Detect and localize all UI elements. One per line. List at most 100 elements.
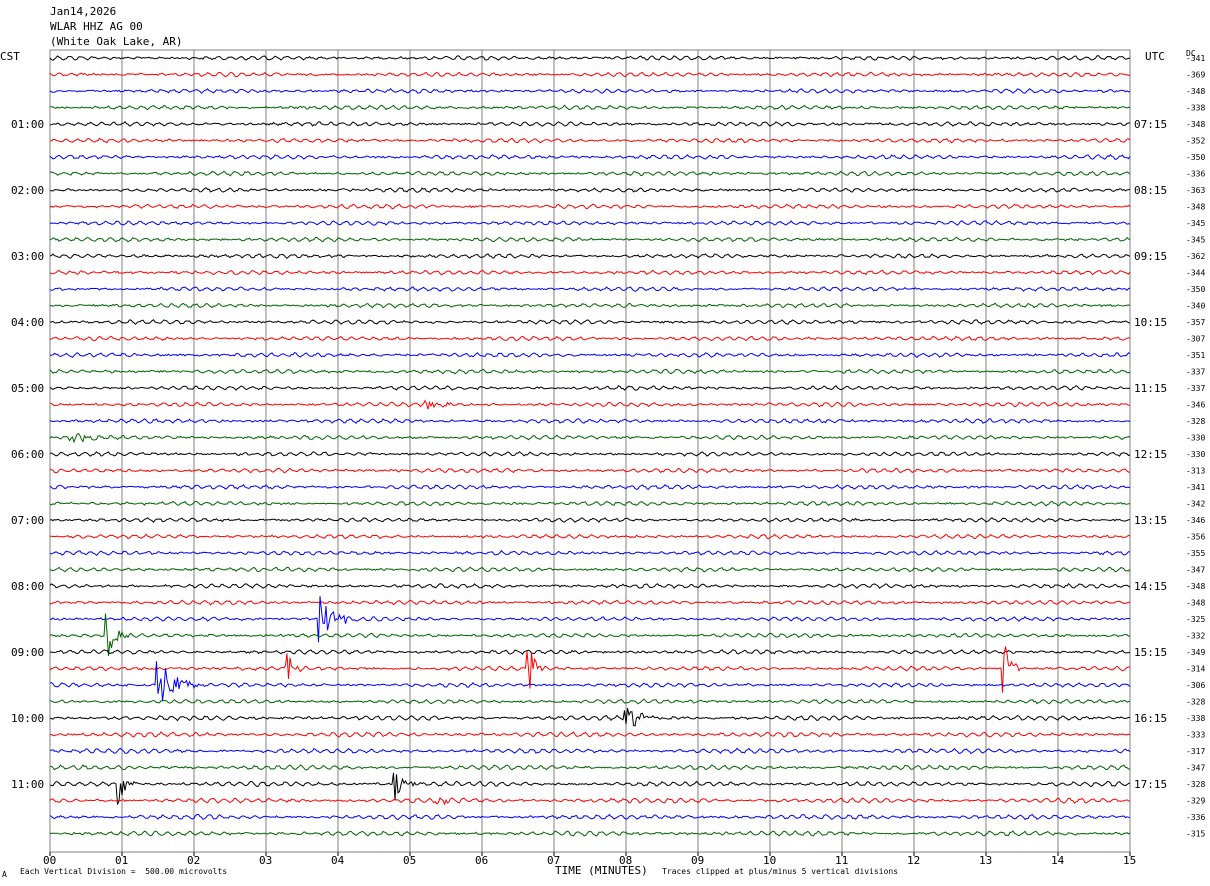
left-hour-label: 10:00 <box>11 712 44 725</box>
x-tick-label: 02 <box>187 854 200 867</box>
seismic-trace <box>49 517 1131 523</box>
seismic-trace <box>49 269 1131 276</box>
station-location: (White Oak Lake, AR) <box>50 35 183 48</box>
dc-offset-label: -344 <box>1186 269 1205 278</box>
seismic-trace <box>49 813 1131 821</box>
dc-offset-label: -333 <box>1186 731 1205 740</box>
dc-offset-label: -325 <box>1186 615 1205 624</box>
dc-offset-label: -346 <box>1186 401 1205 410</box>
left-hour-label: 09:00 <box>11 646 44 659</box>
seismic-trace <box>49 87 1131 94</box>
dc-offset-label: -346 <box>1186 516 1205 525</box>
seismic-trace <box>49 170 1131 177</box>
x-tick-label: 04 <box>331 854 345 867</box>
left-hour-label: 01:00 <box>11 118 44 131</box>
dc-offset-label: -328 <box>1186 698 1205 707</box>
seismic-trace <box>49 120 1131 127</box>
seismic-trace <box>49 187 1131 193</box>
right-hour-label: 16:15 <box>1134 712 1167 725</box>
dc-offset-label: -317 <box>1186 747 1205 756</box>
seismic-trace <box>49 399 1131 410</box>
seismic-trace <box>49 747 1131 755</box>
left-hour-label: 07:00 <box>11 514 44 527</box>
seismic-trace <box>49 467 1130 474</box>
dc-offset-label: -336 <box>1186 170 1205 179</box>
dc-offset-label: -350 <box>1186 285 1205 294</box>
dc-offset-label: -328 <box>1186 417 1205 426</box>
left-hour-label: 08:00 <box>11 580 44 593</box>
dc-offset-label: -357 <box>1186 318 1205 327</box>
right-hour-labels: 07:15 08:15 09:15 10:15 11:15 12:15 13:15 14:15… <box>1134 118 1167 791</box>
x-tick-label: 10 <box>763 854 776 867</box>
dc-offset-label: -348 <box>1186 120 1205 129</box>
plot-frame <box>49 49 1131 853</box>
dc-offset-label: -349 <box>1186 648 1205 657</box>
seismic-trace <box>49 661 1131 702</box>
x-tick-label: 06 <box>475 854 488 867</box>
dc-offset-label: -328 <box>1186 780 1205 789</box>
seismic-trace <box>49 253 1131 259</box>
grid-lines <box>49 49 1131 853</box>
seismic-trace <box>49 500 1130 507</box>
seismic-trace <box>49 137 1131 144</box>
dc-offset-label: -355 <box>1186 549 1205 558</box>
plot-date: Jan14,2026 <box>50 5 117 18</box>
right-hour-label: 11:15 <box>1134 382 1167 395</box>
dc-offset-label: -340 <box>1186 302 1205 311</box>
dc-offset-label: -362 <box>1186 252 1205 261</box>
x-axis-title: TIME (MINUTES) <box>555 864 648 877</box>
seismic-trace <box>49 55 1131 61</box>
dc-offset-label: -330 <box>1186 434 1205 443</box>
dc-offset-label: -307 <box>1186 335 1205 344</box>
left-hour-label: 06:00 <box>11 448 44 461</box>
dc-offset-label: -338 <box>1186 104 1205 113</box>
dc-offset-label: -330 <box>1186 450 1205 459</box>
seismic-trace <box>49 764 1131 771</box>
seismic-trace <box>49 649 1131 655</box>
dc-offset-label: -347 <box>1186 764 1205 773</box>
dc-offset-label: -337 <box>1186 384 1205 393</box>
seismic-trace <box>50 533 1131 540</box>
seismic-trace <box>49 698 1131 705</box>
seismic-trace <box>49 707 1131 727</box>
x-tick-label: 07 <box>547 854 560 867</box>
seismic-trace <box>49 352 1131 359</box>
seismic-trace <box>49 335 1131 342</box>
right-hour-label: 14:15 <box>1134 580 1167 593</box>
dc-offset-label: -350 <box>1186 153 1205 162</box>
left-hour-label: 05:00 <box>11 382 44 395</box>
left-hour-label: 11:00 <box>11 778 44 791</box>
seismic-trace <box>49 385 1131 391</box>
clip-note: Traces clipped at plus/minus 5 vertical … <box>662 867 899 876</box>
dc-offset-label: -313 <box>1186 467 1205 476</box>
corner-mark: A <box>2 870 7 879</box>
right-hour-label: 09:15 <box>1134 250 1167 263</box>
dc-offset-label: -336 <box>1186 813 1205 822</box>
seismic-trace <box>50 772 1131 805</box>
scale-note: Each Vertical Division = 500.00 microvol… <box>20 867 228 876</box>
left-hour-label: 03:00 <box>11 250 44 263</box>
seismic-trace <box>49 599 1131 606</box>
dc-offset-labels: -341 -369 -348 -338 -348 -352 -350 -336 -363 -348… <box>1186 54 1205 839</box>
x-tick-label: 13 <box>979 854 992 867</box>
left-hour-label: 04:00 <box>11 316 44 329</box>
seismic-trace <box>49 484 1131 491</box>
seismic-trace <box>49 582 1131 589</box>
dc-offset-label: -332 <box>1186 632 1205 641</box>
x-tick-label: 15 <box>1123 854 1136 867</box>
dc-offset-label: -342 <box>1186 500 1205 509</box>
dc-offset-label: -363 <box>1186 186 1205 195</box>
dc-offset-label: -315 <box>1186 830 1205 839</box>
seismic-trace <box>49 368 1131 375</box>
dc-offset-label: -369 <box>1186 71 1205 80</box>
seismic-trace <box>49 432 1131 444</box>
left-hour-label: 02:00 <box>11 184 44 197</box>
right-hour-label: 17:15 <box>1134 778 1167 791</box>
dc-offset-label: -348 <box>1186 87 1205 96</box>
seismic-trace <box>49 451 1131 457</box>
dc-offset-label: -345 <box>1186 219 1205 228</box>
dc-offset-label: -351 <box>1186 351 1205 360</box>
dc-header-label: DC <box>1186 49 1196 58</box>
dc-offset-label: -348 <box>1186 599 1205 608</box>
dc-offset-label: -306 <box>1186 681 1205 690</box>
